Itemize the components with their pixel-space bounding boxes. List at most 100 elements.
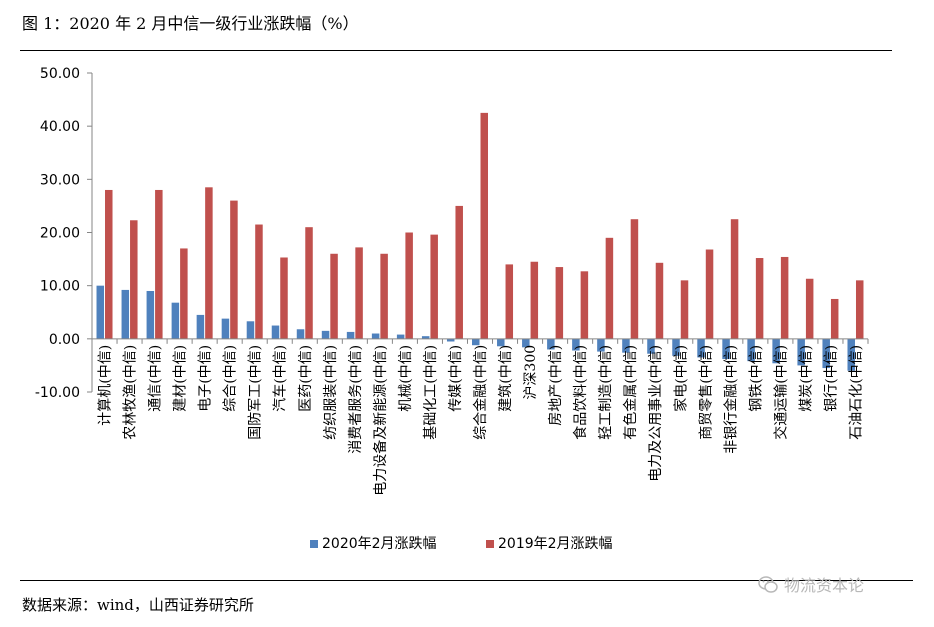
bar-2019 — [730, 219, 739, 339]
bar-2020 — [371, 333, 380, 339]
bar-2020 — [722, 338, 730, 360]
x-tick-label: 钢铁(中信) — [748, 345, 764, 412]
legend-swatch — [310, 540, 318, 548]
bar-2019 — [830, 298, 839, 339]
bar-2020 — [847, 338, 855, 371]
bar-2020 — [96, 285, 105, 339]
y-tick-label: 40.00 — [40, 119, 80, 135]
bottom-divider — [20, 580, 913, 581]
bar-2019 — [205, 187, 213, 339]
bar-2019 — [755, 258, 764, 339]
bar-2019 — [705, 249, 714, 339]
bar-2020 — [321, 330, 330, 339]
x-tick-label: 食品饮料(中信) — [572, 345, 589, 440]
bar-2019 — [480, 112, 488, 339]
bar-2020 — [572, 338, 580, 351]
bar-2019 — [605, 237, 614, 339]
bar-2019 — [305, 227, 313, 339]
y-tick-label: 20.00 — [40, 226, 80, 242]
bar-2019 — [280, 257, 288, 339]
x-tick-label: 国防军工(中信) — [248, 345, 264, 440]
bar-2019 — [330, 253, 338, 339]
bar-2020 — [446, 338, 455, 342]
bar-2020 — [196, 314, 205, 339]
bar-2020 — [597, 338, 605, 352]
bar-2020 — [296, 329, 305, 339]
bar-2020 — [547, 338, 555, 350]
x-tick-label: 轻工制造(中信) — [598, 345, 614, 440]
y-tick-label: 30.00 — [40, 172, 80, 188]
x-tick-label: 建材(中信) — [173, 345, 189, 412]
x-tick-label: 有色金属(中信) — [622, 345, 639, 440]
x-tick-label: 通信(中信) — [148, 345, 164, 412]
watermark: 物流资本论 — [758, 572, 864, 596]
bar-2020 — [271, 325, 280, 339]
bar-2020 — [647, 338, 655, 354]
bar-2019 — [455, 205, 463, 339]
bar-2019 — [530, 261, 539, 339]
bar-2020 — [221, 318, 230, 339]
bar-2019 — [230, 200, 238, 339]
bar-2019 — [130, 220, 138, 339]
bar-2019 — [855, 280, 864, 339]
x-tick-label: 电力设备及新能源(中信) — [372, 345, 389, 496]
y-tick-label: 0.00 — [49, 332, 80, 348]
bar-2020 — [171, 302, 180, 339]
x-tick-label: 纺织服装(中信) — [323, 345, 339, 440]
bar-2019 — [405, 232, 413, 339]
watermark-text: 物流资本论 — [784, 576, 865, 595]
bar-2019 — [155, 189, 163, 339]
bar-2019 — [180, 248, 188, 339]
bar-2019 — [555, 267, 564, 339]
x-tick-label: 综合金融(中信) — [473, 345, 489, 440]
bar-2019 — [655, 262, 664, 339]
bar-2019 — [380, 253, 388, 339]
bar-2019 — [630, 219, 639, 339]
y-tick-label: 10.00 — [40, 279, 80, 295]
x-tick-label: 银行(中信) — [823, 345, 839, 412]
x-tick-label: 建筑(中信) — [498, 345, 514, 412]
x-tick-label: 商贸零售(中信) — [698, 345, 714, 440]
bar-2019 — [805, 278, 814, 339]
legend-label: 2019年2月涨跌幅 — [498, 536, 613, 552]
x-tick-label: 交通运输(中信) — [772, 345, 789, 440]
bar-2020 — [472, 338, 480, 346]
bar-2020 — [772, 338, 780, 364]
bar-2020 — [146, 290, 155, 339]
bar-2020 — [396, 334, 405, 339]
y-tick-label: 50.00 — [40, 66, 80, 82]
bar-2020 — [497, 338, 505, 347]
bar-2020 — [421, 336, 430, 339]
bar-2019 — [355, 247, 363, 339]
bar-2020 — [121, 289, 130, 339]
bar-2019 — [780, 256, 789, 339]
bar-2020 — [246, 321, 255, 339]
legend-swatch — [486, 540, 494, 548]
page-title: 图 1：2020 年 2 月中信一级行业涨跌幅（%） — [22, 14, 359, 33]
legend-label: 2020年2月涨跌幅 — [322, 536, 437, 552]
y-tick-label: -10.00 — [35, 385, 80, 401]
bar-2020 — [697, 338, 705, 358]
bar-2019 — [505, 264, 514, 339]
bar-2020 — [346, 331, 355, 339]
x-tick-label: 房地产(中信) — [548, 345, 564, 426]
bar-2020 — [672, 338, 680, 356]
bar-2020 — [622, 338, 630, 353]
x-tick-label: 基础化工(中信) — [422, 345, 439, 440]
bar-2019 — [680, 280, 689, 339]
data-source: 数据来源：wind，山西证券研究所 — [22, 596, 254, 614]
x-tick-label: 计算机(中信) — [98, 345, 114, 426]
top-divider — [20, 50, 892, 51]
x-tick-label: 家电(中信) — [672, 345, 689, 412]
bar-2020 — [822, 338, 830, 369]
bar-2020 — [522, 338, 530, 348]
x-tick-label: 沪深300 — [523, 345, 539, 400]
wechat-logo-icon — [758, 576, 778, 593]
x-tick-label: 电力及公用事业(中信) — [648, 345, 664, 482]
x-tick-label: 综合(中信) — [223, 345, 239, 412]
bar-2019 — [580, 271, 589, 339]
x-tick-label: 传媒(中信) — [448, 345, 464, 412]
x-tick-label: 农林牧渔(中信) — [123, 345, 139, 440]
x-tick-label: 消费者服务(中信) — [348, 345, 364, 454]
